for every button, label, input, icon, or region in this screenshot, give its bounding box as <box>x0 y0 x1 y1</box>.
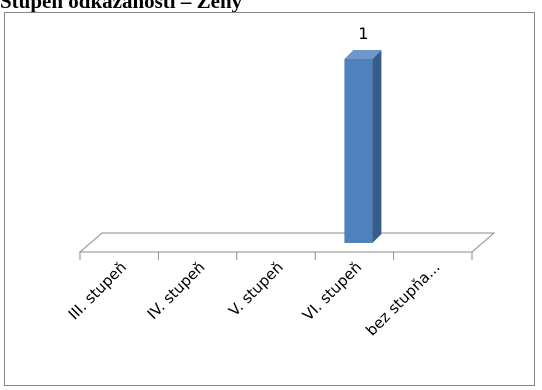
x-tick-label: IV. stupeň <box>144 258 209 323</box>
bar-top <box>344 50 382 59</box>
floor-plane <box>78 232 496 253</box>
x-tick-label: bez stupňa... <box>362 258 443 339</box>
x-axis-ticks <box>79 252 473 260</box>
chart-title: Stupeň odkázanosti – Ženy <box>0 0 243 13</box>
chart-floor <box>78 232 496 253</box>
x-tick-label: V. stupeň <box>225 258 287 320</box>
x-tick-label: III. stupeň <box>65 258 130 323</box>
data-label: 1 <box>358 24 368 43</box>
x-axis-labels: III. stupeň IV. stupeň V. stupeň VI. stupeň… <box>65 258 444 339</box>
bars <box>344 50 382 243</box>
bar-front <box>344 59 373 243</box>
bar-side <box>372 50 382 243</box>
bar <box>344 50 382 243</box>
data-labels: 1 <box>358 24 368 43</box>
chart-area <box>4 12 535 386</box>
x-tick-label: VI. stupeň <box>299 258 365 324</box>
